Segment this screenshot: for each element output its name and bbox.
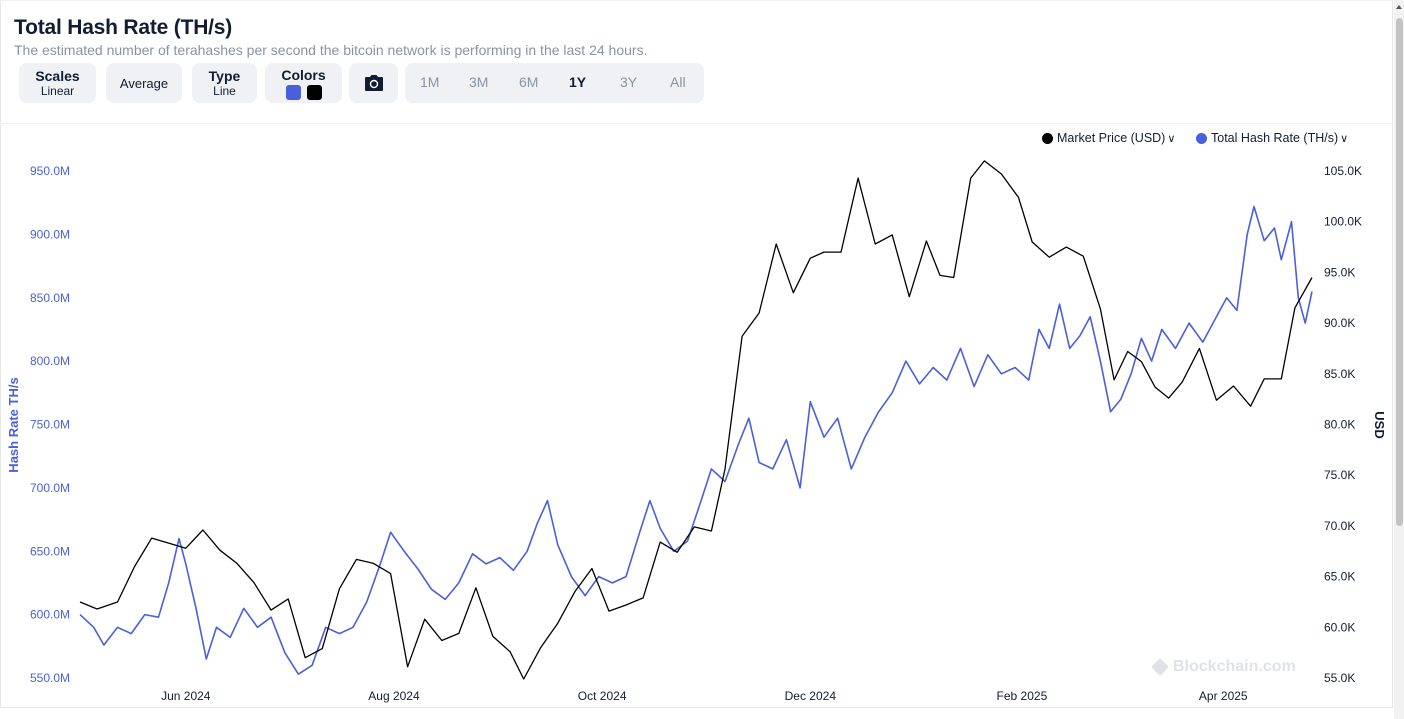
chevron-down-icon: ∨ <box>1167 132 1176 145</box>
y-right-axis-title: USD <box>1372 411 1387 438</box>
y-right-tick-label: 60.0K <box>1324 620 1355 634</box>
y-right-tick-label: 90.0K <box>1324 316 1355 330</box>
y-right-tick-label: 70.0K <box>1324 519 1355 533</box>
y-left-axis-title: Hash Rate TH/s <box>6 377 21 472</box>
legend-market-price[interactable]: Market Price (USD) ∨ <box>1042 131 1175 145</box>
chart-plot: 550.0M 600.0M 650.0M 700.0M 750.0M 800.0M 850.… <box>6 160 1387 703</box>
scroll-up-icon[interactable] <box>1396 5 1402 9</box>
y-left-tick-label: 850.0M <box>30 291 70 305</box>
scroll-thumb[interactable] <box>1396 18 1403 526</box>
market-price-series-line <box>79 160 1313 680</box>
y-right-tick-label: 95.0K <box>1324 265 1355 279</box>
y-right-tick-label: 100.0K <box>1324 215 1362 229</box>
toolbar-divider <box>0 123 1393 124</box>
legend-dot-market-price <box>1042 132 1053 144</box>
legend-hash-rate[interactable]: Total Hash Rate (TH/s) ∨ <box>1196 131 1348 145</box>
range-1m[interactable]: 1M <box>420 74 440 90</box>
y-left-tick-label: 900.0M <box>30 227 70 241</box>
camera-icon <box>364 75 383 91</box>
colors-label: Colors <box>281 66 326 83</box>
scales-value: Linear <box>40 84 75 98</box>
y-left-tick-label: 800.0M <box>30 354 70 368</box>
page-title: Total Hash Rate (TH/s) <box>14 16 233 39</box>
watermark-text: Blockchain.com <box>1173 658 1296 675</box>
y-left-tick-label: 950.0M <box>30 164 70 178</box>
y-right-tick-label: 65.0K <box>1324 570 1355 584</box>
type-value: Line <box>213 84 236 98</box>
y-left-tick-label: 550.0M <box>30 671 70 685</box>
x-tick-label: Oct 2024 <box>578 689 627 703</box>
x-tick-label: Dec 2024 <box>785 689 837 703</box>
average-button[interactable]: Average <box>106 63 182 103</box>
screenshot-button[interactable] <box>349 63 398 103</box>
watermark: Blockchain.com <box>1151 658 1296 676</box>
blockchain-logo-icon <box>1151 658 1169 676</box>
type-button[interactable]: Type Line <box>192 63 257 103</box>
x-tick-label: Apr 2025 <box>1199 689 1248 703</box>
legend-label-hash-rate: Total Hash Rate (TH/s) <box>1211 131 1339 145</box>
y-left-tick-label: 750.0M <box>30 418 70 432</box>
y-right-tick-label: 85.0K <box>1324 367 1355 381</box>
y-left-tick-label: 650.0M <box>30 544 70 558</box>
average-label: Average <box>119 75 169 91</box>
y-right-tick-label: 80.0K <box>1324 418 1355 432</box>
x-tick-label: Feb 2025 <box>997 689 1048 703</box>
color-swatch-market-price[interactable] <box>306 84 322 100</box>
chevron-down-icon: ∨ <box>1340 132 1349 145</box>
range-3m[interactable]: 3M <box>469 74 489 90</box>
range-6m[interactable]: 6M <box>519 74 539 90</box>
time-range-group: 1M 3M 6M 1Y 3Y All <box>405 63 704 103</box>
y-right-tick-label: 75.0K <box>1324 468 1355 482</box>
scales-label: Scales <box>35 68 80 84</box>
x-tick-label: Jun 2024 <box>161 689 211 703</box>
range-all[interactable]: All <box>670 74 686 90</box>
legend-dot-hash-rate <box>1196 132 1207 144</box>
color-swatch-hash-rate[interactable] <box>285 84 301 100</box>
page-subtitle: The estimated number of terahashes per s… <box>14 42 648 58</box>
y-left-tick-label: 600.0M <box>30 608 70 622</box>
y-left-tick-label: 700.0M <box>30 481 70 495</box>
type-label: Type <box>208 68 241 84</box>
x-tick-label: Aug 2024 <box>368 689 420 703</box>
range-1y[interactable]: 1Y <box>569 74 587 90</box>
legend-label-market-price: Market Price (USD) <box>1057 131 1166 145</box>
vertical-scrollbar[interactable] <box>1394 0 1404 719</box>
scales-button[interactable]: Scales Linear <box>19 63 96 103</box>
colors-button[interactable]: Colors <box>265 63 342 103</box>
range-3y[interactable]: 3Y <box>620 74 638 90</box>
y-right-tick-label: 105.0K <box>1324 164 1362 178</box>
chart-card <box>0 0 1393 708</box>
hash-rate-series-line <box>79 205 1313 675</box>
y-right-tick-label: 55.0K <box>1324 671 1355 685</box>
